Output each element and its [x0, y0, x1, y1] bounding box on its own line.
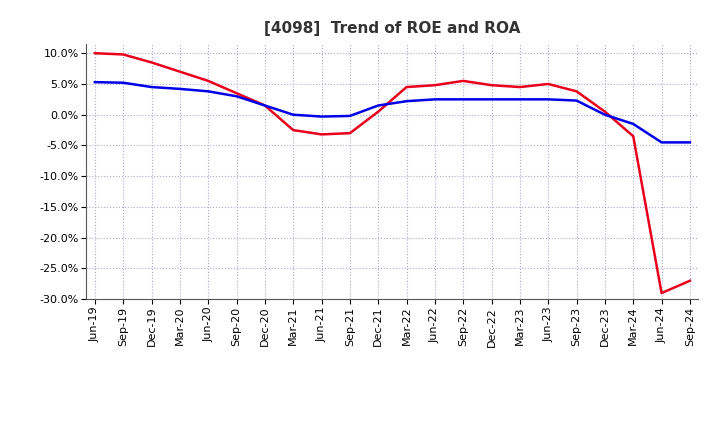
ROE: [261, 103, 269, 108]
Legend: ROE, ROA: ROE, ROA: [301, 439, 484, 440]
ROA: [629, 121, 637, 127]
ROA: [544, 97, 552, 102]
ROA: [402, 99, 411, 104]
ROA: [346, 114, 354, 119]
ROA: [572, 98, 581, 103]
ROE: [233, 91, 241, 96]
ROE: [374, 109, 382, 114]
ROE: [516, 84, 524, 90]
ROE: [402, 84, 411, 90]
ROE: [289, 128, 297, 133]
ROE: [91, 51, 99, 56]
ROE: [176, 69, 184, 74]
ROA: [176, 86, 184, 92]
ROE: [431, 83, 439, 88]
ROE: [119, 52, 127, 57]
ROA: [289, 112, 297, 117]
ROA: [657, 140, 666, 145]
ROA: [261, 103, 269, 108]
ROA: [374, 103, 382, 108]
ROE: [459, 78, 467, 84]
ROA: [516, 97, 524, 102]
ROE: [487, 83, 496, 88]
ROE: [572, 89, 581, 94]
ROE: [629, 134, 637, 139]
ROA: [148, 84, 156, 90]
ROA: [487, 97, 496, 102]
Title: [4098]  Trend of ROE and ROA: [4098] Trend of ROE and ROA: [264, 21, 521, 36]
Line: ROE: ROE: [95, 53, 690, 293]
ROE: [657, 290, 666, 296]
ROE: [346, 131, 354, 136]
ROA: [600, 112, 609, 117]
ROA: [459, 97, 467, 102]
ROA: [119, 80, 127, 85]
ROE: [600, 109, 609, 114]
ROA: [204, 89, 212, 94]
ROE: [544, 81, 552, 87]
ROA: [431, 97, 439, 102]
ROE: [685, 278, 694, 283]
ROA: [685, 140, 694, 145]
ROA: [318, 114, 326, 119]
ROA: [91, 80, 99, 85]
ROE: [318, 132, 326, 137]
ROE: [148, 60, 156, 65]
ROE: [204, 78, 212, 84]
ROA: [233, 94, 241, 99]
Line: ROA: ROA: [95, 82, 690, 143]
